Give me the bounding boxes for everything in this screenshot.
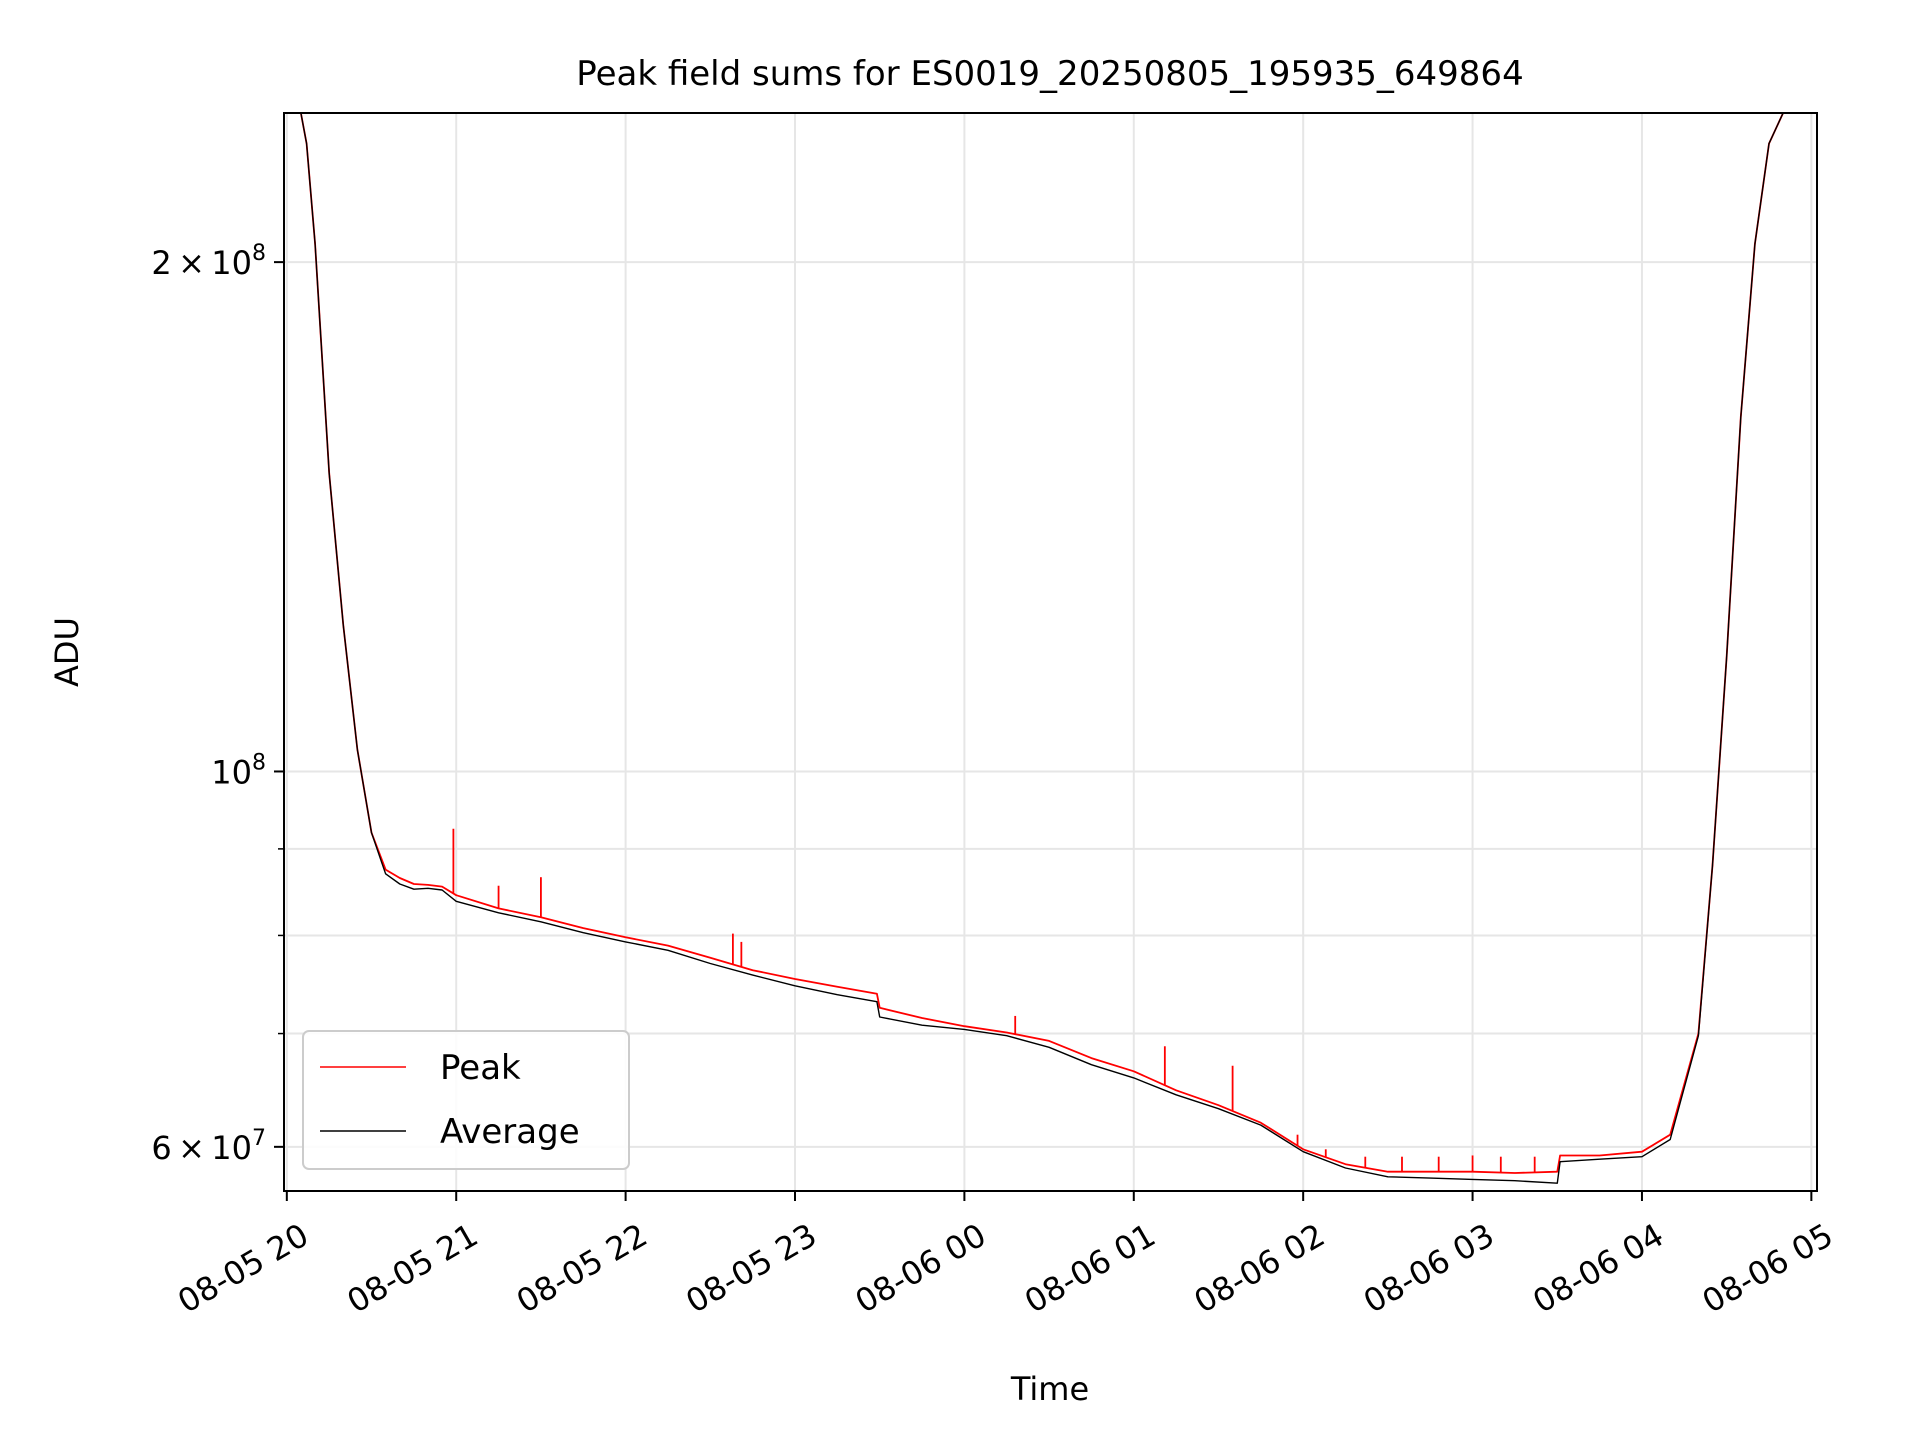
legend-label-peak: Peak — [440, 1048, 521, 1088]
chart-title: Peak field sums for ES0019_20250805_1959… — [576, 54, 1523, 94]
x-axis-label: Time — [1010, 1370, 1089, 1408]
plot-frame — [283, 112, 1818, 1192]
y-axis-label: ADU — [48, 617, 86, 687]
y-tick-label: 6 × 107 — [151, 1126, 266, 1167]
series-layer — [300, 113, 1792, 1184]
y-tick-label: 2 × 108 — [151, 241, 266, 282]
series-line-average — [300, 113, 1792, 1184]
legend-label-average: Average — [440, 1112, 580, 1152]
y-tick-label: 108 — [211, 750, 266, 791]
legend-box — [302, 1030, 630, 1170]
y-axis: 2 × 108 108 6 × 107 — [151, 241, 284, 1167]
legend: Peak Average — [302, 1030, 630, 1170]
series-line-peak — [300, 113, 1792, 1174]
